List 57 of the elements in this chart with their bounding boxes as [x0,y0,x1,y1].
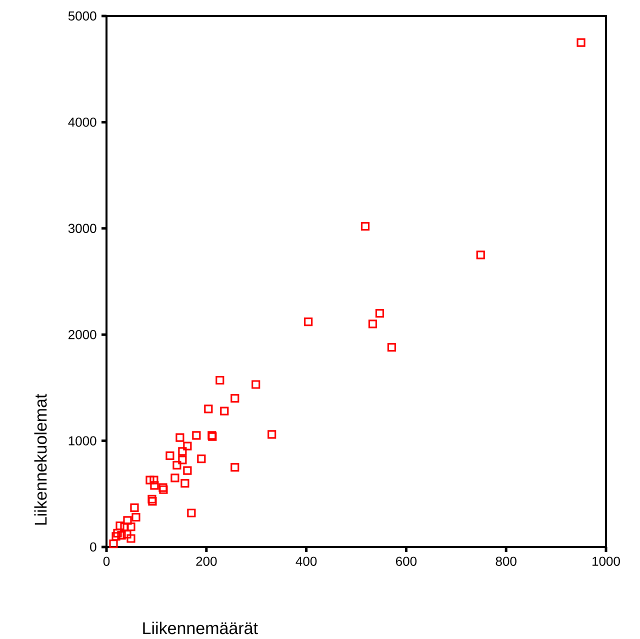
point [176,433,184,442]
point [576,38,586,47]
point [172,460,182,470]
point [183,442,192,450]
x-tick-label: 0 [103,556,110,566]
point [150,481,159,490]
y-tick-label: 0 [90,542,96,552]
point [113,528,122,538]
point [132,512,140,522]
point [159,485,168,494]
point [387,343,396,352]
point [170,474,180,482]
point [230,394,240,403]
point [268,430,276,439]
y-tick-label: 3000 [68,224,96,233]
y-tick-label: 4000 [68,118,96,127]
point [187,508,196,518]
point [148,497,157,506]
point [123,516,132,525]
y-axis-title: Liikennekuolemat [34,394,47,525]
point [126,534,136,543]
x-tick-label: 1000 [592,556,620,566]
point [150,476,158,484]
y-tick-label: 1000 [68,436,96,446]
point [230,463,240,472]
point [368,320,378,328]
point [117,531,126,540]
point [109,540,118,548]
point [220,406,229,416]
point [130,503,139,512]
point [183,466,192,475]
point [148,494,156,504]
point [116,521,124,530]
point [360,222,370,231]
point [216,376,224,385]
x-tick-label: 800 [496,556,516,566]
x-tick-label: 400 [296,556,317,566]
point [126,522,136,532]
point [252,380,260,389]
y-tick-label: 2000 [68,330,96,340]
point [204,404,213,414]
x-tick-label: 200 [196,556,217,566]
point [197,454,206,464]
point [476,250,485,260]
point [192,431,201,440]
point [180,478,190,488]
point [375,309,384,318]
point [166,451,174,460]
point [178,456,187,464]
x-axis-title: Liikennemäärät [143,622,258,634]
point [178,447,187,456]
point [158,483,168,492]
point [304,318,313,326]
point [146,476,154,484]
point [112,532,120,541]
y-tick-label: 5000 [68,11,96,21]
x-tick-label: 600 [396,556,417,566]
